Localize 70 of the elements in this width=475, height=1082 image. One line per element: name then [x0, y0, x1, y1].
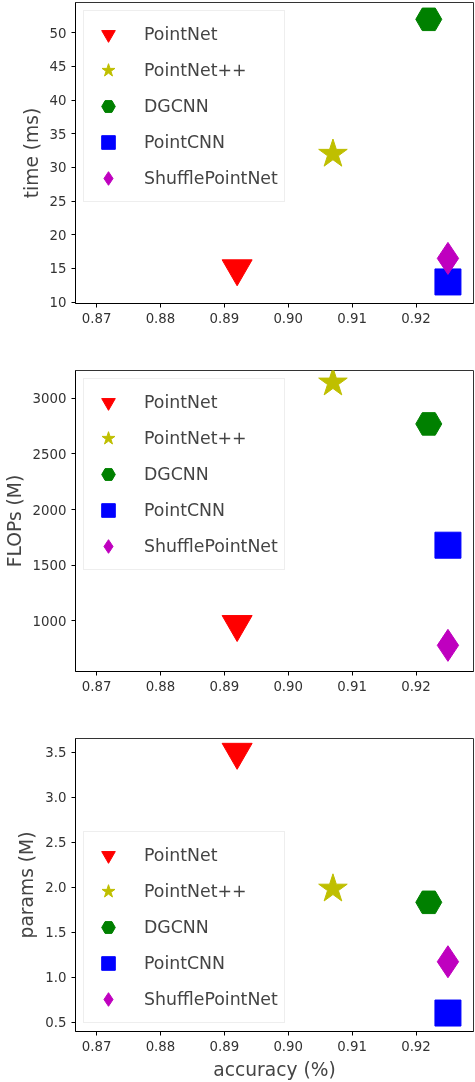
x-axis-title: accuracy (%) [213, 1058, 336, 1080]
y-axis-title: time (ms) [20, 107, 42, 199]
y-tick-label: 15 [49, 261, 67, 277]
y-tick-label: 0.5 [45, 1015, 67, 1031]
x-tick-label: 0.92 [401, 310, 431, 326]
legend-label: ShufflePointNet [144, 536, 278, 556]
x-tick-label: 0.92 [401, 678, 431, 694]
y-tick-label: 40 [49, 93, 67, 109]
legend-label: PointNet++ [144, 60, 247, 80]
point [415, 7, 443, 32]
point [434, 268, 462, 296]
y-tick-label: 2.0 [45, 880, 67, 896]
point [434, 999, 462, 1027]
legend-label: DGCNN [144, 464, 209, 484]
legend-label: DGCNN [144, 96, 209, 116]
x-tick-label: 0.89 [209, 678, 240, 694]
y-tick-label: 3.5 [45, 745, 67, 760]
y-tick-label: 45 [49, 59, 67, 75]
x-tick-label: 0.89 [209, 310, 240, 326]
y-tick-label: 50 [49, 25, 67, 41]
legend-label: PointNet++ [144, 428, 247, 448]
legend-label: ShufflePointNet [144, 989, 278, 1009]
point [318, 370, 348, 396]
x-tick-label: 0.91 [337, 310, 367, 326]
y-tick-label: 1500 [32, 558, 67, 574]
y-axis-title: FLOPs (M) [3, 474, 25, 568]
point [318, 138, 348, 167]
y-tick-label: 1.5 [45, 925, 67, 941]
legend-label: ShufflePointNet [144, 168, 278, 188]
legend-label: DGCNN [144, 917, 209, 937]
y-tick-label: 20 [49, 227, 67, 243]
x-tick-label: 0.87 [81, 310, 112, 326]
y-tick-label: 2500 [32, 446, 67, 462]
x-tick-label: 0.88 [145, 310, 176, 326]
point [434, 531, 462, 559]
x-tick-label: 0.90 [273, 678, 304, 694]
x-tick-label: 0.92 [401, 1038, 431, 1054]
y-tick-label: 30 [49, 160, 67, 176]
y-tick-label: 2.5 [45, 835, 67, 851]
y-tick-label: 35 [49, 126, 67, 142]
point [221, 742, 253, 770]
point [415, 890, 443, 915]
legend-label: PointCNN [144, 953, 226, 973]
x-tick-label: 0.89 [209, 1038, 240, 1054]
x-tick-label: 0.88 [145, 678, 176, 694]
point [436, 241, 460, 275]
point [436, 628, 460, 662]
legend-label: PointCNN [144, 500, 226, 520]
x-tick-label: 0.91 [337, 1038, 367, 1054]
point [436, 945, 460, 979]
legend-label: PointNet [144, 392, 218, 412]
y-tick-label: 10 [49, 295, 67, 311]
y-tick-label: 25 [49, 194, 67, 210]
y-tick-label: 3000 [32, 391, 67, 407]
x-tick-label: 0.90 [273, 310, 304, 326]
point [415, 412, 443, 436]
y-tick-label: 1.0 [45, 970, 67, 986]
x-tick-label: 0.88 [145, 1038, 176, 1054]
legend-label: PointNet [144, 24, 218, 44]
legend-label: PointNet++ [144, 881, 247, 901]
legend-label: PointCNN [144, 132, 226, 152]
x-tick-label: 0.91 [337, 678, 367, 694]
y-tick-label: 3.0 [45, 790, 67, 806]
x-tick-label: 0.90 [273, 1038, 304, 1054]
y-tick-label: 1000 [32, 613, 67, 629]
x-tick-label: 0.87 [81, 1038, 112, 1054]
x-tick-label: 0.87 [81, 678, 112, 694]
y-tick-label: 2000 [32, 502, 67, 518]
y-axis-title: params (M) [16, 831, 38, 939]
legend-label: PointNet [144, 845, 218, 865]
